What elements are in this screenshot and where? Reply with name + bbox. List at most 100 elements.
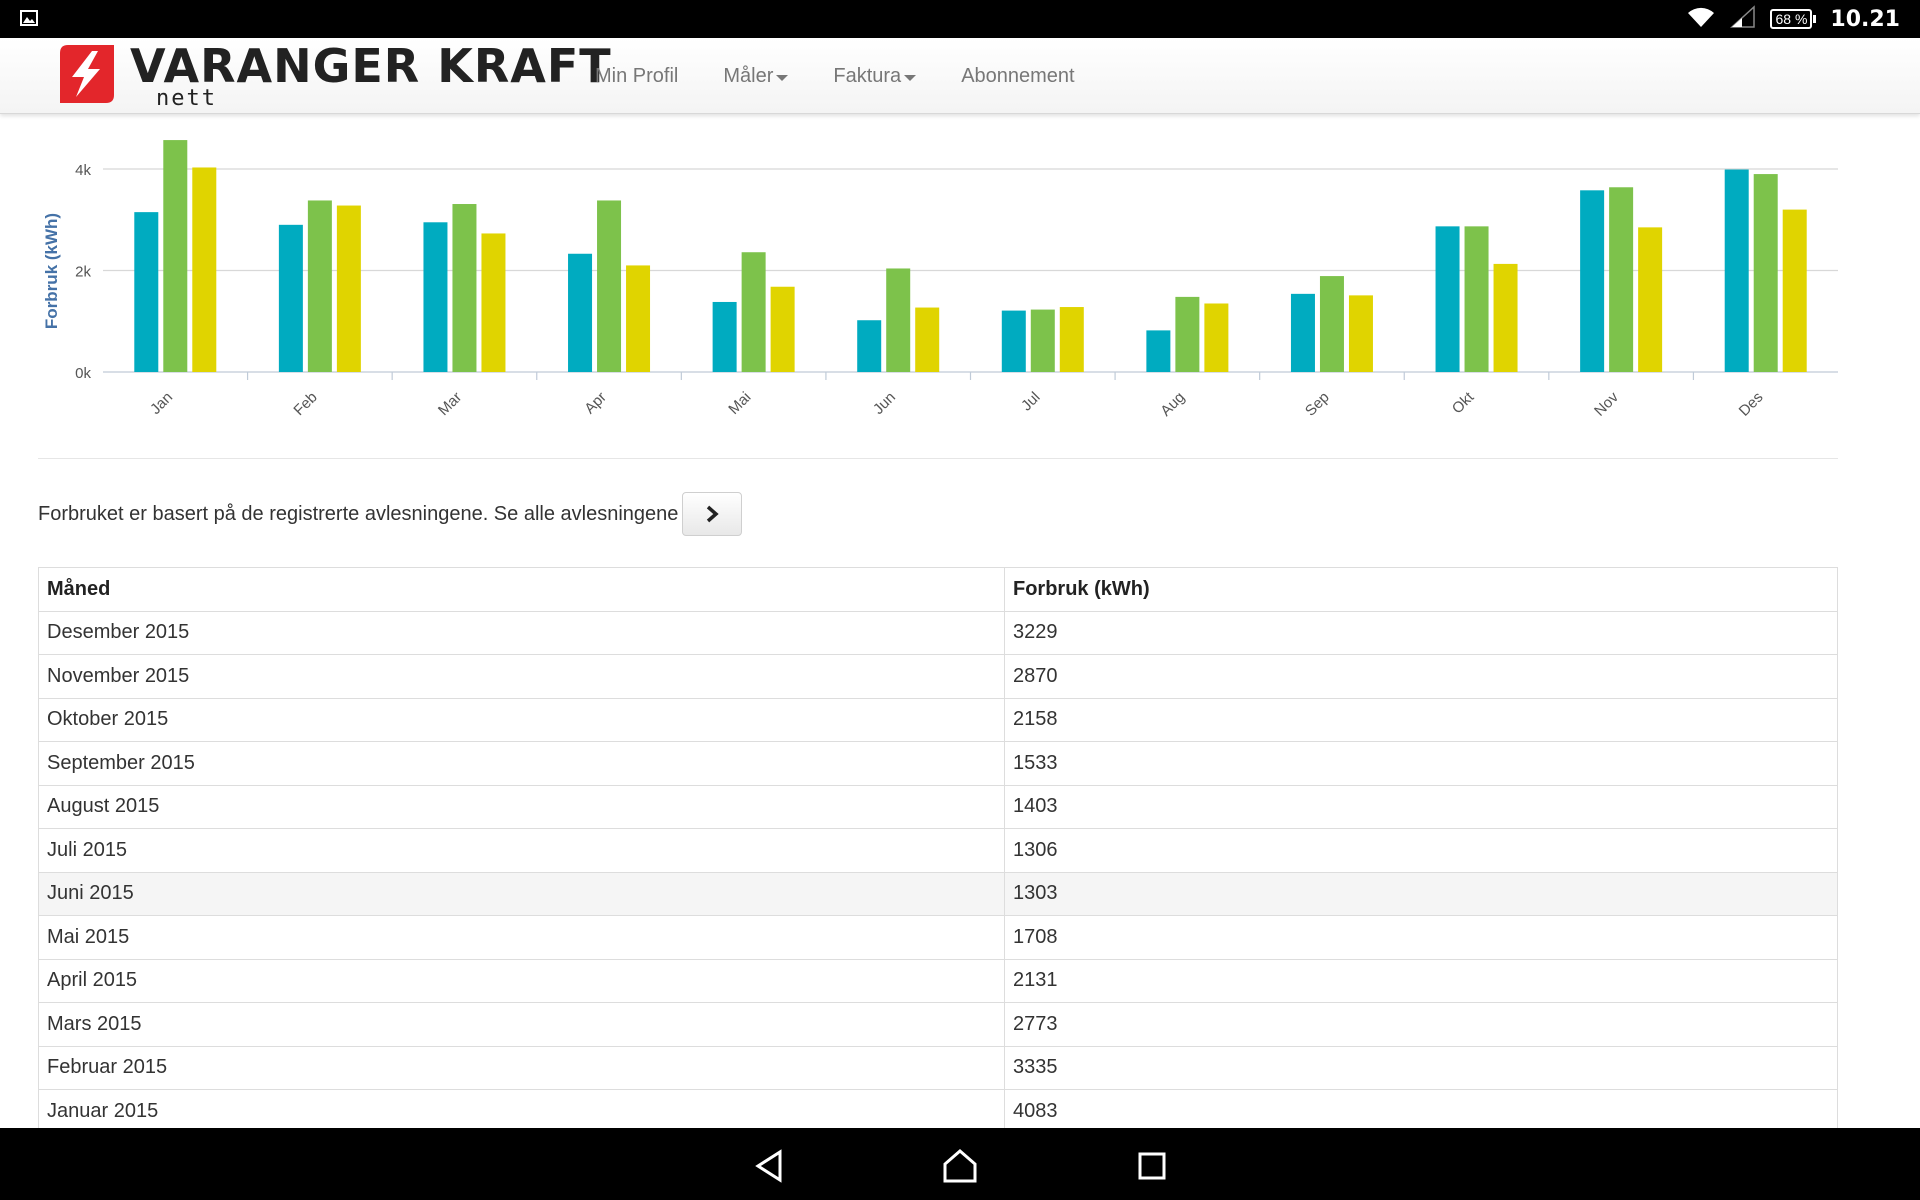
bar bbox=[1348, 295, 1373, 372]
x-tick-label: Jan bbox=[147, 389, 176, 418]
bar bbox=[712, 301, 737, 372]
x-tick-label: Des bbox=[1736, 389, 1767, 420]
bar bbox=[1059, 307, 1084, 372]
bar bbox=[915, 307, 940, 372]
table-row: Mai 2015 1708 bbox=[38, 915, 1838, 960]
bar-chart: 0k 2k 4k Forbruk (kWh) Jan Feb Mar Apr Mai Jun Jul… bbox=[42, 140, 1838, 420]
android-nav-bar bbox=[0, 1128, 1920, 1200]
nav-min-profil-label: Min Profil bbox=[595, 64, 679, 87]
bar bbox=[1724, 169, 1749, 372]
lightning-logo-icon bbox=[60, 45, 114, 103]
cell-month: Januar 2015 bbox=[38, 1089, 1005, 1134]
x-tick-label: Jul bbox=[1018, 389, 1044, 415]
x-tick-label: Sep bbox=[1302, 389, 1333, 420]
cell-month: Mars 2015 bbox=[38, 1002, 1005, 1047]
cell-month: September 2015 bbox=[38, 741, 1005, 786]
back-button[interactable] bbox=[750, 1146, 790, 1186]
table-row: August 2015 1403 bbox=[38, 784, 1838, 829]
battery-level: 68 % bbox=[1770, 9, 1813, 29]
cell-consumption: 2773 bbox=[1004, 1002, 1838, 1047]
table-row: Januar 2015 4083 bbox=[38, 1089, 1838, 1134]
cell-consumption: 2870 bbox=[1004, 654, 1838, 699]
cell-consumption: 1303 bbox=[1004, 871, 1838, 916]
bar bbox=[1435, 226, 1460, 372]
bar bbox=[1464, 226, 1489, 372]
brand-name: VARANGER KRAFT bbox=[130, 39, 612, 93]
cell-consumption: 2158 bbox=[1004, 697, 1838, 742]
consumption-table: Måned Forbruk (kWh) Desember 2015 3229 Nov… bbox=[38, 567, 1838, 1134]
caret-down-icon bbox=[904, 74, 917, 81]
table-row: Oktober 2015 2158 bbox=[38, 697, 1838, 742]
cell-consumption: 1708 bbox=[1004, 915, 1838, 960]
bar bbox=[134, 212, 159, 372]
x-tick-label: Aug bbox=[1157, 389, 1188, 420]
table-row: November 2015 2870 bbox=[38, 654, 1838, 699]
see-readings-button[interactable] bbox=[682, 492, 743, 536]
table-row: September 2015 1533 bbox=[38, 741, 1838, 786]
info-text: Forbruket er basert på de registrerte av… bbox=[38, 502, 679, 525]
battery-icon: 68 % bbox=[1770, 9, 1817, 29]
bar bbox=[741, 252, 766, 372]
x-tick-label: Mai bbox=[725, 389, 754, 418]
nav-maler-dropdown[interactable]: Måler bbox=[723, 65, 789, 88]
bar bbox=[163, 140, 188, 372]
nav-abonnement-label: Abonnement bbox=[961, 64, 1075, 87]
caret-down-icon bbox=[776, 74, 789, 81]
cell-month: Desember 2015 bbox=[38, 610, 1005, 655]
cell-consumption: 2131 bbox=[1004, 958, 1838, 1003]
clock: 10.21 bbox=[1830, 6, 1900, 32]
bar bbox=[1001, 310, 1026, 372]
cell-month: August 2015 bbox=[38, 784, 1005, 829]
consumption-chart: 0k 2k 4k Forbruk (kWh) Jan Feb Mar Apr Mai Jun Jul… bbox=[0, 114, 1920, 454]
nav-min-profil[interactable]: Min Profil bbox=[595, 65, 678, 88]
home-button[interactable] bbox=[940, 1146, 980, 1186]
bar bbox=[1493, 263, 1518, 372]
bar bbox=[307, 200, 332, 372]
bar bbox=[481, 233, 506, 372]
y-tick-label: 0k bbox=[75, 365, 91, 382]
bar bbox=[886, 268, 911, 372]
col-header-consumption: Forbruk (kWh) bbox=[1004, 567, 1838, 612]
cell-month: Februar 2015 bbox=[38, 1045, 1005, 1090]
cell-consumption: 1403 bbox=[1004, 784, 1838, 829]
col-header-month: Måned bbox=[38, 567, 1005, 612]
top-navbar: VARANGER KRAFT nett Min Profil Måler Fak… bbox=[0, 38, 1920, 114]
bar bbox=[857, 320, 882, 372]
cell-consumption: 1533 bbox=[1004, 741, 1838, 786]
y-tick-label: 2k bbox=[75, 264, 91, 281]
cell-consumption: 3335 bbox=[1004, 1045, 1838, 1090]
bar bbox=[1638, 227, 1663, 372]
bar bbox=[1146, 330, 1171, 372]
bar bbox=[1782, 209, 1807, 372]
table-row: Mars 2015 2773 bbox=[38, 1002, 1838, 1047]
cell-consumption: 1306 bbox=[1004, 828, 1838, 873]
table-row: Desember 2015 3229 bbox=[38, 610, 1838, 655]
bar bbox=[1204, 303, 1229, 372]
wifi-icon bbox=[1686, 5, 1716, 34]
recents-square-icon bbox=[1138, 1152, 1166, 1180]
bar bbox=[336, 205, 361, 372]
home-icon bbox=[943, 1149, 977, 1183]
bar bbox=[423, 222, 448, 372]
cell-month: April 2015 bbox=[38, 958, 1005, 1003]
bar bbox=[1290, 293, 1315, 372]
bar bbox=[192, 167, 217, 372]
nav-abonnement[interactable]: Abonnement bbox=[961, 65, 1074, 88]
brand-logo[interactable]: VARANGER KRAFT nett bbox=[56, 39, 612, 110]
cell-consumption: 4083 bbox=[1004, 1089, 1838, 1134]
bar bbox=[278, 224, 303, 372]
bar bbox=[452, 204, 477, 372]
divider bbox=[38, 458, 1838, 459]
nav-faktura-dropdown[interactable]: Faktura bbox=[833, 64, 917, 88]
back-triangle-icon bbox=[755, 1149, 782, 1183]
table-header-row: Måned Forbruk (kWh) bbox=[38, 567, 1838, 612]
bar bbox=[1609, 187, 1634, 372]
cell-consumption: 3229 bbox=[1004, 610, 1838, 655]
x-tick-label: Apr bbox=[581, 389, 610, 418]
cell-month: November 2015 bbox=[38, 654, 1005, 699]
recents-button[interactable] bbox=[1132, 1146, 1172, 1186]
cell-month: Mai 2015 bbox=[38, 915, 1005, 960]
nav-faktura-label: Faktura bbox=[833, 64, 902, 87]
x-tick-label: Jun bbox=[870, 389, 899, 418]
table-row: Februar 2015 3335 bbox=[38, 1045, 1838, 1090]
